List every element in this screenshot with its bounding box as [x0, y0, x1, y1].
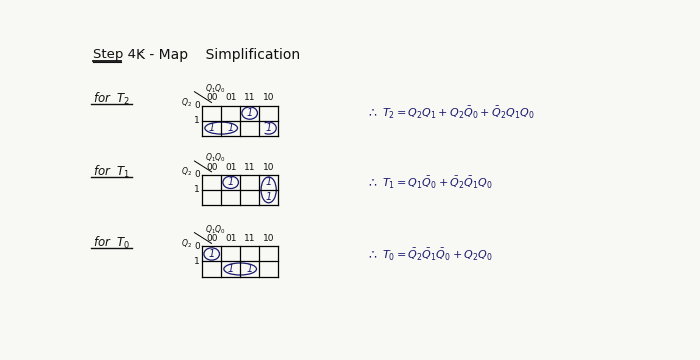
Text: for  $T_1$: for $T_1$	[93, 164, 130, 180]
Text: 00: 00	[206, 93, 218, 102]
Text: 1: 1	[228, 177, 234, 187]
Text: 0: 0	[195, 101, 200, 110]
Text: 0: 0	[195, 242, 200, 251]
Text: 1: 1	[209, 249, 215, 259]
Text: 01: 01	[225, 163, 237, 172]
Text: 1: 1	[228, 264, 234, 274]
Text: $Q_1Q_0$: $Q_1Q_0$	[205, 152, 226, 164]
Text: 10: 10	[263, 93, 274, 102]
Text: 1: 1	[228, 123, 234, 133]
Text: 11: 11	[244, 93, 256, 102]
Text: $Q_2$: $Q_2$	[181, 166, 192, 178]
Text: $Q_1Q_0$: $Q_1Q_0$	[205, 223, 226, 236]
Text: 11: 11	[244, 163, 256, 172]
Text: 1: 1	[265, 123, 272, 133]
Text: $Q_2$: $Q_2$	[181, 96, 192, 109]
Text: $T_0 = \bar{Q}_2\bar{Q}_1\bar{Q}_0 + Q_2Q_0$: $T_0 = \bar{Q}_2\bar{Q}_1\bar{Q}_0 + Q_2…	[382, 247, 493, 263]
Text: 11: 11	[244, 234, 256, 243]
Text: 00: 00	[206, 234, 218, 243]
Text: 01: 01	[225, 234, 237, 243]
Text: $\therefore$: $\therefore$	[367, 248, 378, 261]
Text: 0: 0	[195, 170, 200, 179]
Text: 1: 1	[246, 108, 253, 118]
Text: $Q_2$: $Q_2$	[181, 237, 192, 249]
Text: for  $T_0$: for $T_0$	[93, 235, 130, 251]
Text: 1: 1	[195, 257, 200, 266]
Text: $Q_1Q_0$: $Q_1Q_0$	[205, 82, 226, 95]
Text: 1: 1	[265, 177, 272, 187]
Text: $T_1 = Q_1\bar{Q}_0 + \bar{Q}_2\bar{Q}_1Q_0$: $T_1 = Q_1\bar{Q}_0 + \bar{Q}_2\bar{Q}_1…	[382, 175, 493, 192]
Text: K - Map    Simplification: K - Map Simplification	[136, 48, 300, 62]
Text: 1: 1	[195, 116, 200, 125]
Text: 1: 1	[209, 123, 215, 133]
Text: 1: 1	[246, 264, 253, 274]
Text: 10: 10	[263, 234, 274, 243]
Text: Step 4 :: Step 4 :	[93, 48, 145, 61]
Text: for  $T_2$: for $T_2$	[93, 91, 130, 107]
Text: $T_2 = Q_2Q_1 + Q_2\bar{Q}_0 + \bar{Q}_2Q_1Q_0$: $T_2 = Q_2Q_1 + Q_2\bar{Q}_0 + \bar{Q}_2…	[382, 104, 534, 121]
Text: 00: 00	[206, 163, 218, 172]
Text: $\therefore$: $\therefore$	[367, 177, 378, 190]
Text: 01: 01	[225, 93, 237, 102]
Text: 1: 1	[265, 192, 272, 202]
Text: 1: 1	[195, 185, 200, 194]
Text: $\therefore$: $\therefore$	[367, 106, 378, 119]
Text: 10: 10	[263, 163, 274, 172]
